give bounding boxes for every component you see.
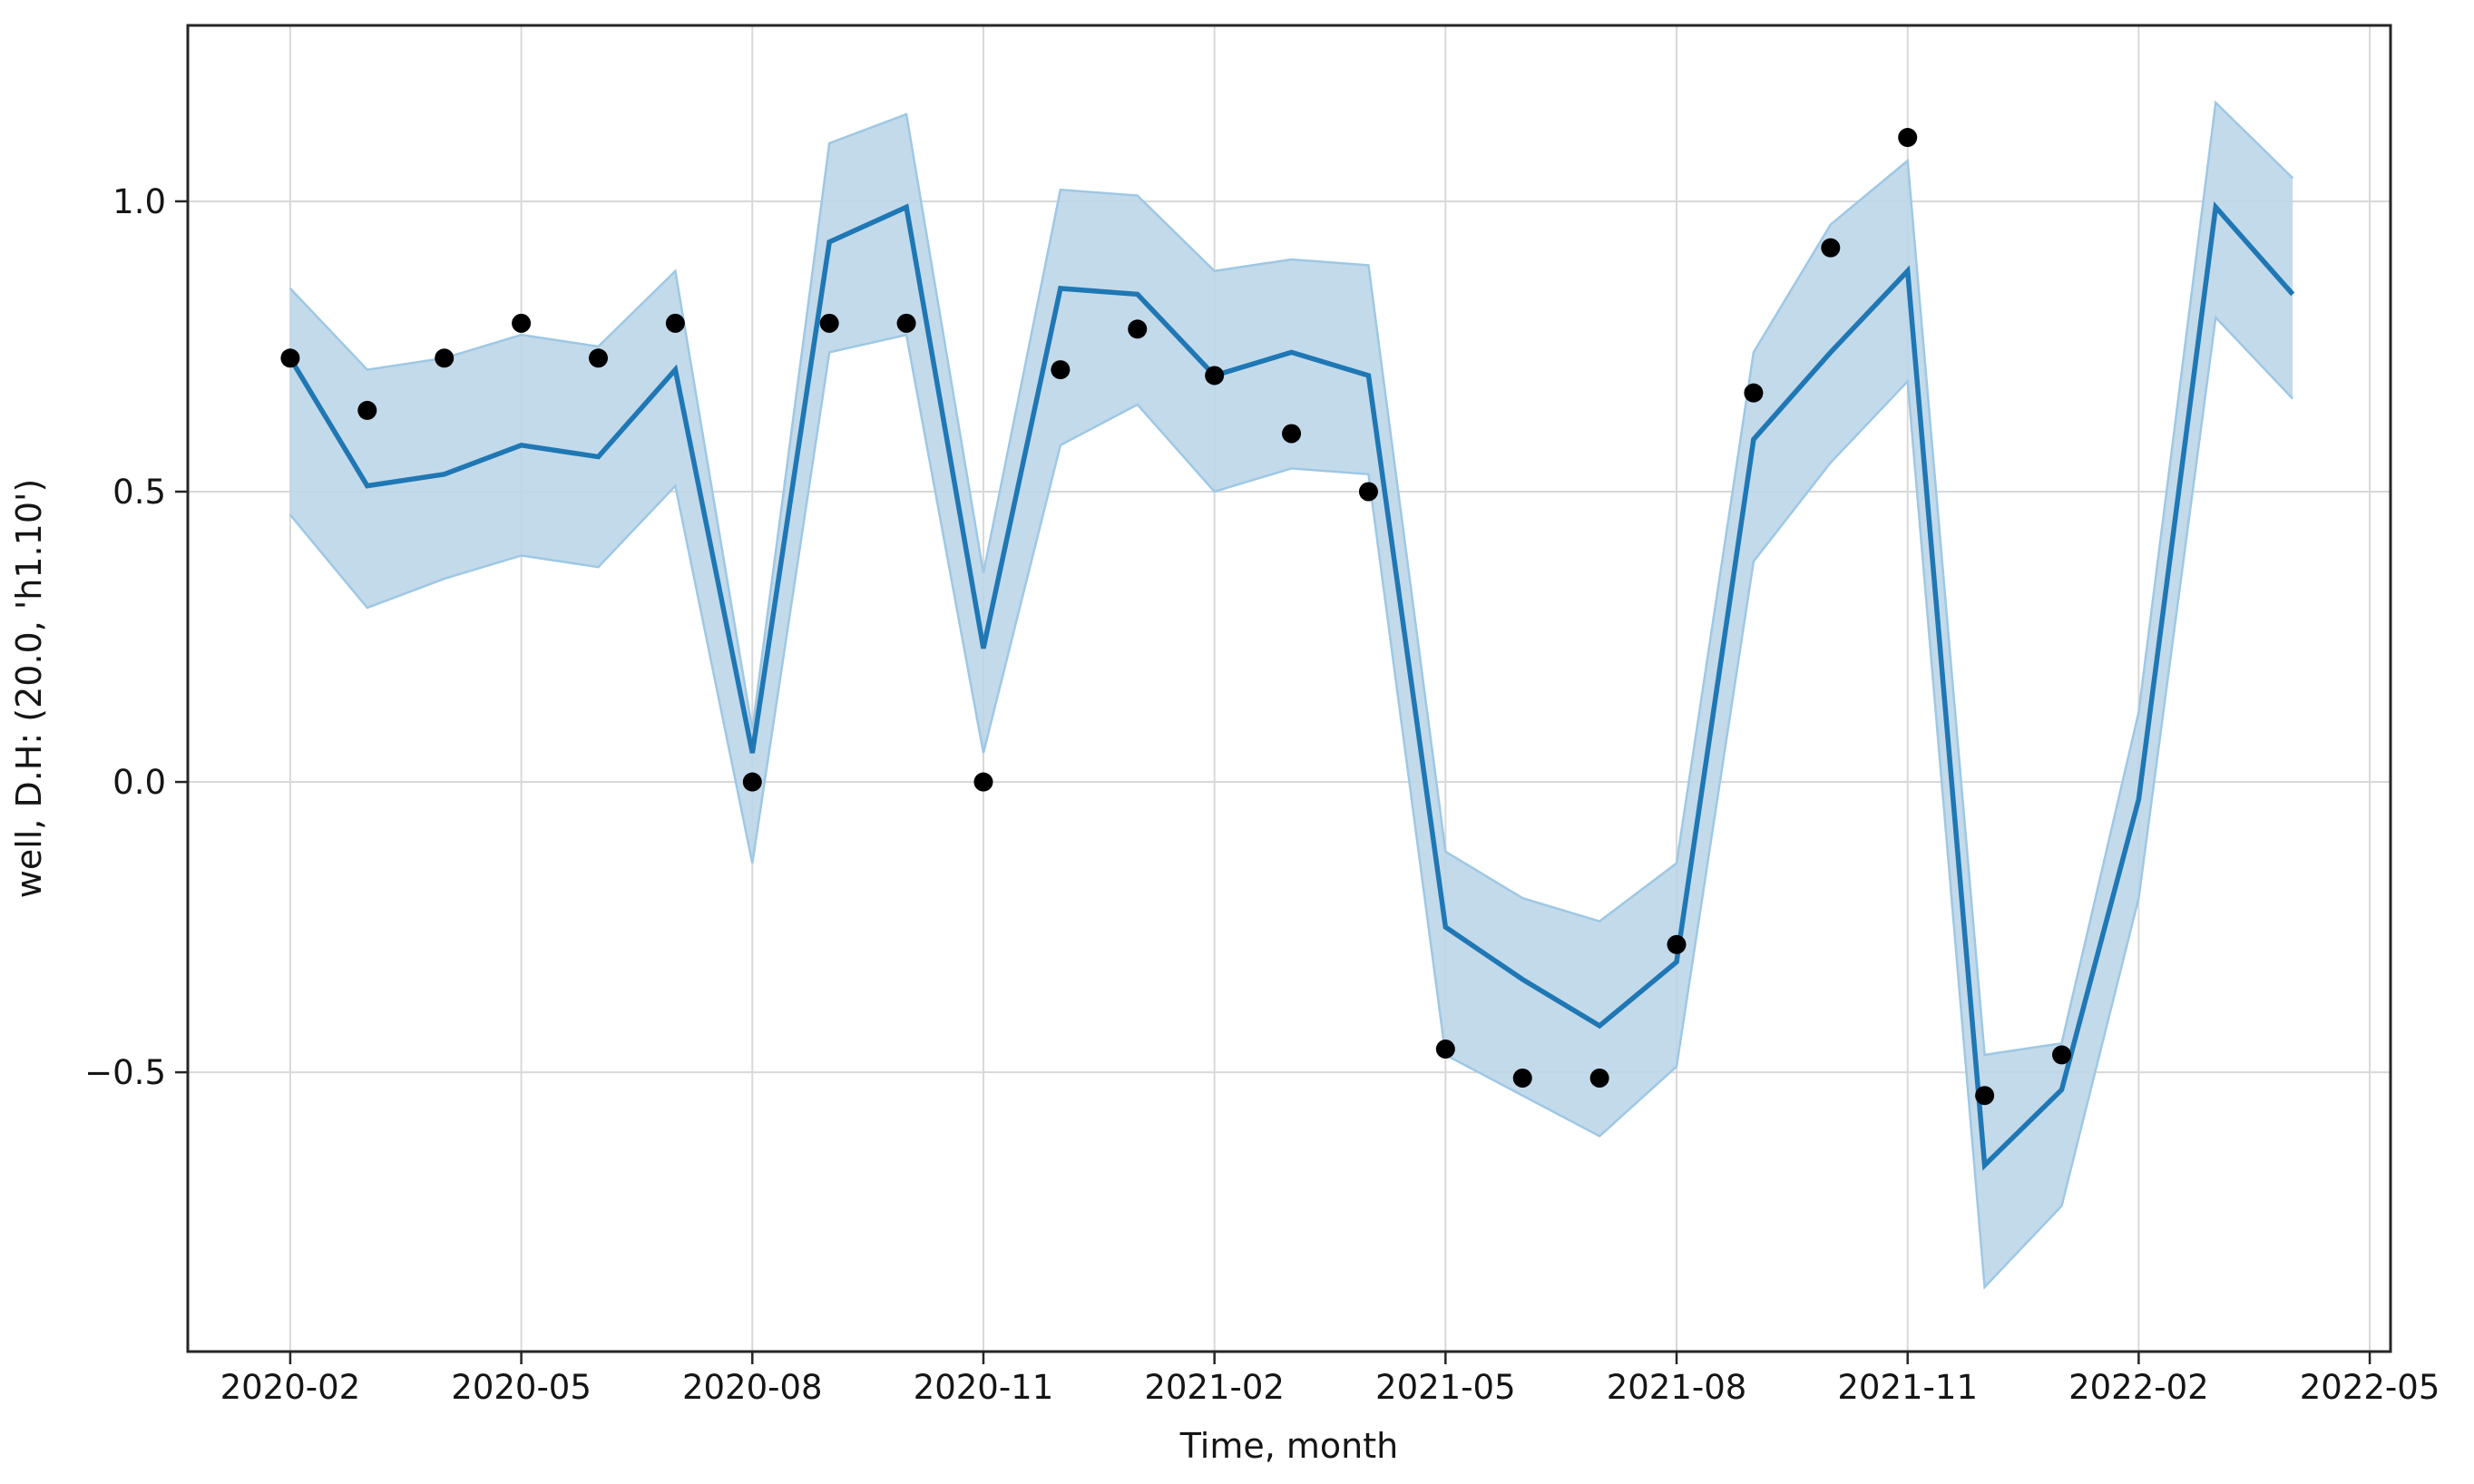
observation-dots bbox=[280, 128, 2071, 1106]
gridlines bbox=[188, 25, 2391, 1352]
observation-dot bbox=[1128, 319, 1148, 339]
x-tick-label: 2021-05 bbox=[1375, 1368, 1516, 1407]
observation-dot bbox=[357, 400, 377, 420]
x-tick-label: 2020-08 bbox=[682, 1368, 823, 1407]
axis-ticks bbox=[175, 200, 2371, 1364]
observation-dot bbox=[1512, 1069, 1532, 1089]
y-tick-label: 0.5 bbox=[112, 473, 166, 512]
mean-line-path bbox=[288, 200, 2295, 1171]
observation-dot bbox=[1898, 128, 1918, 148]
observation-dot bbox=[1975, 1086, 1995, 1106]
observation-dot bbox=[2051, 1045, 2071, 1065]
x-tick-label: 2020-05 bbox=[451, 1368, 592, 1407]
x-tick-label: 2020-11 bbox=[914, 1368, 1054, 1407]
band-lower-edge bbox=[288, 315, 2294, 1290]
y-tick-labels: −0.5 0.0 0.5 1.0 bbox=[84, 182, 166, 1092]
y-tick-label: −0.5 bbox=[84, 1053, 166, 1092]
y-tick-label: 1.0 bbox=[112, 182, 166, 221]
band-upper-edge bbox=[289, 100, 2294, 1057]
x-tick-label: 2021-08 bbox=[1607, 1368, 1747, 1407]
y-axis-label: well, D.H: (20.0, 'h1.10') bbox=[9, 479, 49, 899]
observation-dot bbox=[280, 348, 300, 368]
frame-rect bbox=[186, 24, 2392, 1353]
observation-dot bbox=[896, 313, 916, 333]
band-area bbox=[289, 103, 2293, 1287]
x-tick-label: 2021-02 bbox=[1144, 1368, 1285, 1407]
observation-dot bbox=[1821, 238, 1841, 258]
plot-frame bbox=[186, 24, 2392, 1353]
y-tick-label: 0.0 bbox=[112, 763, 166, 802]
observation-dot bbox=[588, 348, 608, 368]
x-tick-label: 2021-11 bbox=[1837, 1368, 1978, 1407]
x-tick-label: 2022-05 bbox=[2300, 1368, 2440, 1407]
mean-line bbox=[288, 200, 2295, 1171]
observation-dot bbox=[665, 313, 685, 333]
observation-dot bbox=[1667, 934, 1687, 954]
observation-dot bbox=[973, 772, 993, 792]
x-axis-label: Time, month bbox=[1179, 1426, 1399, 1466]
observation-dot bbox=[1205, 366, 1225, 386]
observation-dot bbox=[1358, 482, 1378, 502]
confidence-band bbox=[288, 100, 2294, 1290]
observation-dot bbox=[1744, 383, 1764, 403]
observation-dot bbox=[1435, 1040, 1455, 1059]
x-tick-label: 2020-02 bbox=[220, 1368, 361, 1407]
observation-dot bbox=[1051, 360, 1071, 380]
observation-dot bbox=[742, 772, 762, 792]
observation-dot bbox=[1589, 1069, 1609, 1089]
observation-dot bbox=[819, 313, 839, 333]
x-tick-label: 2022-02 bbox=[2068, 1368, 2209, 1407]
x-tick-labels: 2020-02 2020-05 2020-08 2020-11 2021-02 2021-… bbox=[220, 1368, 2440, 1407]
observation-dot bbox=[435, 348, 455, 368]
observation-dot bbox=[1282, 424, 1302, 444]
observation-dot bbox=[512, 313, 532, 333]
